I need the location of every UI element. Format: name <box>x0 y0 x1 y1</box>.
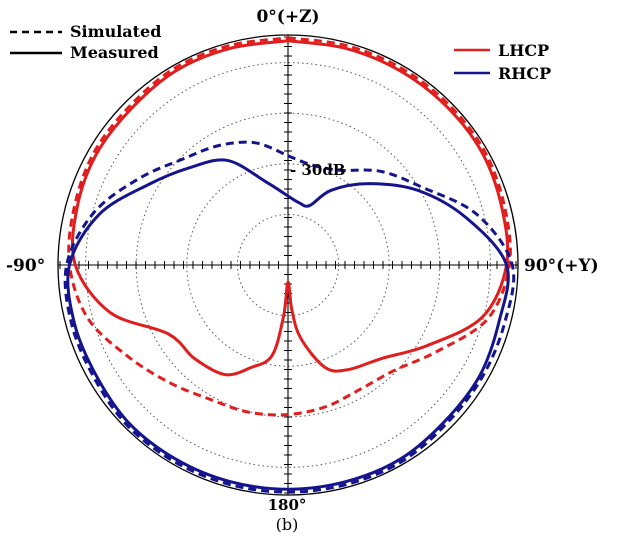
angle-label-top: 0°(+Z) <box>256 7 319 27</box>
legend-simulated-label: Simulated <box>70 22 161 41</box>
series-rhcp-simulated <box>63 140 516 494</box>
series-lhcp-measured <box>70 39 510 377</box>
series-legend: LHCP RHCP <box>454 41 551 83</box>
series-layer <box>63 36 516 494</box>
angle-label-bottom: 180° <box>268 496 307 514</box>
axes <box>58 35 518 495</box>
figure-caption: (b) <box>276 515 299 534</box>
angle-label-left: -90° <box>6 256 45 276</box>
series-rhcp-measured <box>66 158 510 491</box>
legend-measured-label: Measured <box>70 43 159 62</box>
radial-label: - 30dB <box>290 161 346 179</box>
legend-rhcp-label: RHCP <box>498 64 551 83</box>
style-legend: Simulated Measured <box>10 22 161 62</box>
legend-lhcp-label: LHCP <box>498 41 549 60</box>
angle-label-right: 90°(+Y) <box>524 256 599 276</box>
series-lhcp-simulated <box>67 36 512 417</box>
